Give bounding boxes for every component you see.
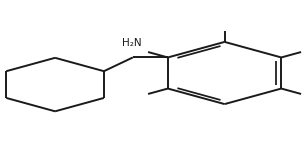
Text: H₂N: H₂N xyxy=(122,38,142,48)
